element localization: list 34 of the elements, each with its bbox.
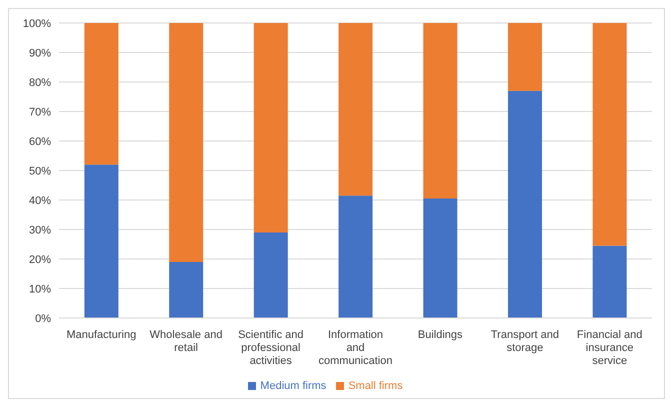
y-tick-label: 10%: [28, 283, 52, 296]
bar: [169, 23, 204, 262]
x-tick-label: Scientific and professional activities: [238, 328, 304, 368]
y-tick-label: 40%: [28, 194, 52, 207]
x-tick-label: Transport and storage: [490, 328, 559, 354]
legend-label: Medium firms: [260, 380, 326, 392]
bar: [84, 23, 118, 165]
y-tick-label: 80%: [28, 76, 52, 89]
y-tick-label: 90%: [28, 47, 52, 60]
y-tick-label: 30%: [28, 224, 52, 236]
legend-label: Small firms: [348, 380, 403, 392]
bar: [592, 23, 627, 246]
bar: [169, 262, 204, 318]
y-tick-label: 20%: [28, 254, 52, 266]
x-tick-label: Information and communication: [318, 328, 392, 368]
bar: [254, 23, 288, 232]
bar: [592, 246, 627, 318]
bar: [338, 196, 373, 318]
y-tick-label: 70%: [28, 106, 52, 118]
bar: [254, 232, 288, 318]
bar: [423, 198, 458, 318]
bar: [338, 23, 373, 196]
y-tick-label: 100%: [22, 18, 52, 30]
x-tick-label: Financial and insurance service: [576, 328, 642, 368]
bar: [423, 23, 458, 199]
bar: [508, 90, 542, 318]
x-tick-label: Wholesale and retail: [150, 328, 222, 354]
y-tick-label: 60%: [28, 136, 52, 148]
x-tick-label: Buildings: [418, 328, 464, 341]
y-tick-label: 0%: [35, 312, 52, 325]
y-tick-label: 50%: [28, 165, 52, 178]
bar: [508, 23, 542, 91]
bar: [84, 164, 118, 318]
x-tick-label: Manufacturing: [66, 328, 136, 341]
